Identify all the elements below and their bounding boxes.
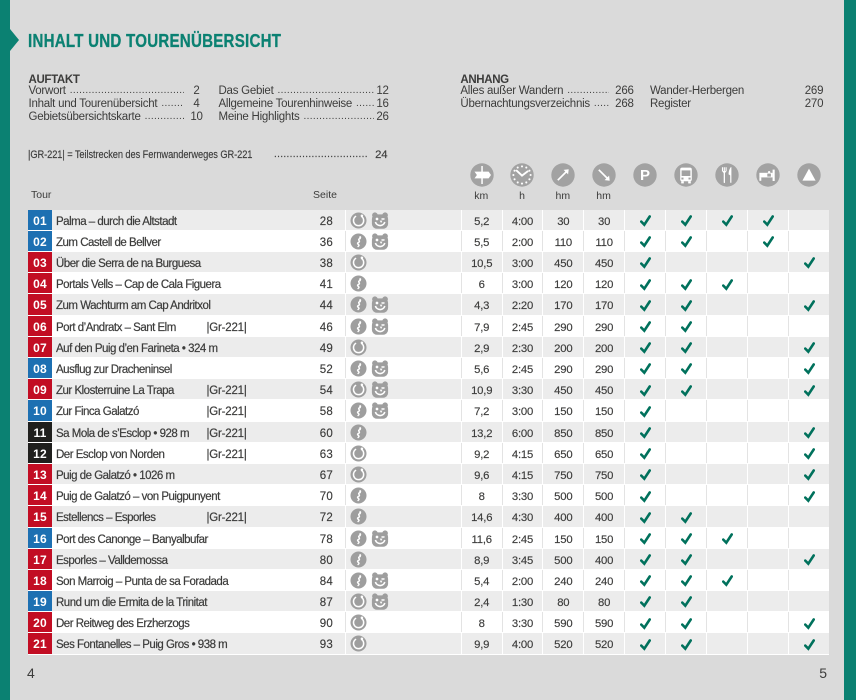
svg-text:P: P	[640, 167, 650, 184]
